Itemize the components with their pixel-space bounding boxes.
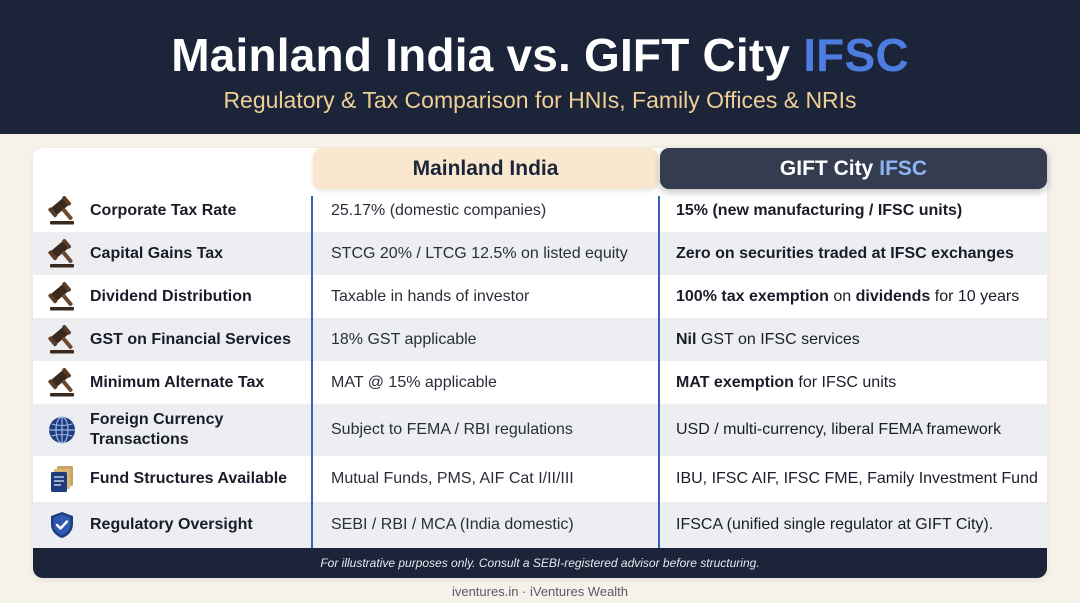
cell-gift-city: MAT exemption for IFSC units xyxy=(676,373,897,391)
disclaimer-bar: For illustrative purposes only. Consult … xyxy=(33,548,1047,578)
row-label: Fund Structures Available xyxy=(90,470,288,487)
cell-mainland: Mutual Funds, PMS, AIF Cat I/II/III xyxy=(331,470,574,487)
row-label: Foreign Currency Transactions xyxy=(90,411,224,448)
row-label: Capital Gains Tax xyxy=(90,244,224,262)
shield-check-icon xyxy=(46,509,78,541)
row-label: GST on Financial Services xyxy=(90,330,291,348)
cell-mainland: STCG 20% / LTCG 12.5% on listed equity xyxy=(331,244,628,262)
cell-gift-city: 100% tax exemption on dividends for 10 y… xyxy=(676,287,1020,305)
gavel-icon xyxy=(46,195,78,227)
header-banner: Mainland India vs. GIFT City IFSC Regula… xyxy=(0,0,1080,134)
footer-credit: iventures.in · iVentures Wealth xyxy=(451,584,629,599)
table-row: Foreign Currency Transactions Subject to … xyxy=(33,404,1047,456)
table-row: Dividend Distribution Taxable in hands of… xyxy=(33,275,1047,318)
gavel-icon xyxy=(46,324,78,356)
column-divider-gift xyxy=(658,196,660,548)
row-label: Corporate Tax Rate xyxy=(90,201,237,219)
table-row: GST on Financial Services 18% GST applica… xyxy=(33,318,1047,361)
cell-mainland: 18% GST applicable xyxy=(331,330,477,348)
column-header-gift-accent: IFSC xyxy=(879,156,928,180)
cell-gift-city: Zero on securities traded at IFSC exchan… xyxy=(676,244,1014,262)
row-label: Dividend Distribution xyxy=(90,287,252,305)
gavel-icon xyxy=(46,238,78,270)
table-row: Regulatory Oversight SEBI / RBI / MCA (In… xyxy=(33,502,1047,548)
table-row: Minimum Alternate Tax MAT @ 15% applicabl… xyxy=(33,361,1047,404)
column-header-mainland: Mainland India xyxy=(313,148,658,189)
column-header-gift-city: GIFT City IFSC xyxy=(660,148,1047,189)
gavel-icon xyxy=(46,281,78,313)
cell-mainland: MAT @ 15% applicable xyxy=(331,373,497,391)
column-header-mainland-label: Mainland India xyxy=(412,156,559,180)
page-subtitle: Regulatory & Tax Comparison for HNIs, Fa… xyxy=(223,87,857,113)
table-row: Fund Structures Available Mutual Funds, P… xyxy=(33,456,1047,502)
title-main: Mainland India vs. GIFT City xyxy=(171,29,791,81)
documents-icon xyxy=(46,463,78,495)
cell-mainland: Subject to FEMA / RBI regulations xyxy=(331,421,573,438)
page-title: Mainland India vs. GIFT City IFSC xyxy=(0,28,1080,82)
cell-gift-city: USD / multi-currency, liberal FEMA frame… xyxy=(676,421,1002,438)
table-row: Capital Gains Tax STCG 20% / LTCG 12.5% o… xyxy=(33,232,1047,275)
cell-mainland: Taxable in hands of investor xyxy=(331,287,530,305)
row-label: Regulatory Oversight xyxy=(90,516,253,533)
cell-mainland: SEBI / RBI / MCA (India domestic) xyxy=(331,516,574,533)
table-row: Corporate Tax Rate 25.17% (domestic compa… xyxy=(33,189,1047,232)
cell-gift-city: Nil GST on IFSC services xyxy=(676,330,860,348)
disclaimer-text: For illustrative purposes only. Consult … xyxy=(320,556,760,570)
title-accent: IFSC xyxy=(803,29,909,81)
column-divider-mainland xyxy=(311,196,313,548)
globe-icon xyxy=(46,414,78,446)
cell-gift-city: IBU, IFSC AIF, IFSC FME, Family Investme… xyxy=(676,470,1038,487)
cell-mainland: 25.17% (domestic companies) xyxy=(331,201,547,219)
column-header-gift-label: GIFT City xyxy=(779,156,874,180)
gavel-icon xyxy=(46,367,78,399)
cell-gift-city: 15% (new manufacturing / IFSC units) xyxy=(676,201,963,219)
cell-gift-city: IFSCA (unified single regulator at GIFT … xyxy=(676,516,994,533)
row-label: Minimum Alternate Tax xyxy=(90,373,265,391)
